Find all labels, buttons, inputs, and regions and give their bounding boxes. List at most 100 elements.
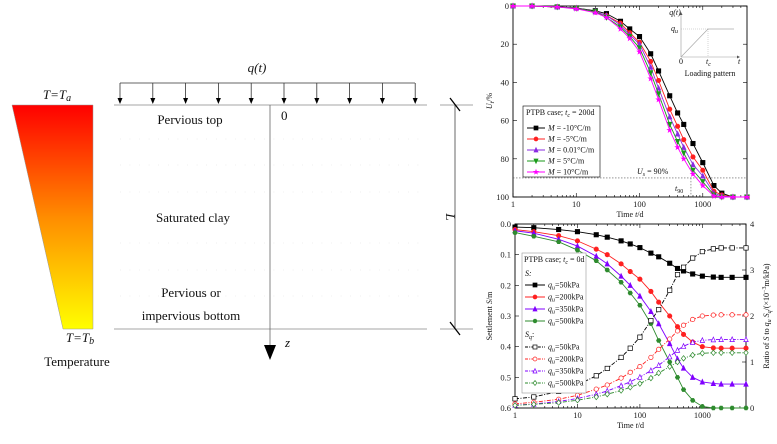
data-point	[655, 320, 662, 327]
data-point	[729, 349, 735, 357]
data-point	[656, 369, 662, 377]
data-point	[729, 380, 735, 387]
x-axis-title: Time t/d	[617, 421, 644, 430]
series-line	[514, 352, 746, 406]
data-point	[729, 274, 735, 280]
data-point	[711, 182, 717, 189]
schematic-diagram: q(t) T=Ta T=Tb Temperature Pervious top …	[11, 60, 473, 369]
data-point	[674, 272, 681, 278]
legend-item: M = -5°C/m	[527, 135, 588, 144]
data-point	[531, 234, 537, 239]
legend-item: qu=500kPa	[525, 379, 584, 390]
data-point	[637, 373, 643, 380]
data-point	[532, 344, 538, 350]
data-point	[656, 346, 662, 352]
y-tick-label: 0.3	[500, 311, 511, 321]
data-point	[618, 261, 624, 267]
data-point	[593, 258, 599, 264]
data-point	[636, 45, 643, 52]
data-point	[618, 354, 624, 360]
data-point	[656, 299, 662, 305]
legend-item: M = -10°C/m	[527, 124, 592, 133]
data-point	[680, 150, 687, 157]
legend: PTPB case; tc = 0dS:Sq:qu=50kPaqu=200kPa…	[521, 252, 587, 394]
y-tick-label: 0.5	[500, 372, 511, 382]
data-point	[743, 405, 749, 411]
data-point	[574, 396, 581, 404]
y-tick-label: 40	[501, 77, 510, 87]
data-point	[603, 14, 610, 21]
data-point	[666, 126, 673, 133]
data-point	[556, 239, 562, 245]
data-point	[674, 143, 681, 151]
y-axis-title: Ut/%	[485, 92, 496, 109]
data-point	[636, 34, 643, 40]
data-point	[648, 51, 654, 57]
data-point	[675, 123, 681, 129]
data-point	[690, 351, 696, 359]
data-point	[743, 193, 751, 200]
data-point	[618, 280, 624, 285]
y2-tick-label: 1	[750, 357, 754, 367]
x-tick-label: 10	[573, 410, 582, 420]
legend-box	[521, 252, 587, 394]
legend-label: qu=50kPa	[548, 343, 580, 354]
legend-item: qu=350kPa	[525, 367, 584, 378]
series-line	[514, 230, 746, 385]
data-point	[617, 25, 624, 32]
data-point	[532, 356, 538, 362]
legend-title: PTPB case; tc = 200d	[526, 108, 595, 119]
data-point	[680, 364, 687, 371]
series-line	[513, 5, 747, 198]
y-tick-label: 0.0	[500, 219, 511, 229]
data-point	[533, 146, 539, 153]
legend-label: M = 5°C/m	[547, 157, 585, 166]
x-axis-title: Time t/d	[616, 210, 643, 219]
data-point	[655, 91, 662, 98]
data-point	[680, 342, 687, 349]
data-point	[710, 345, 716, 351]
data-point	[627, 281, 633, 288]
data-point	[647, 75, 654, 82]
data-point	[700, 160, 706, 166]
data-point	[718, 312, 724, 318]
data-point	[648, 318, 654, 324]
data-point	[532, 282, 538, 288]
legend-label: qu=350kPa	[548, 367, 584, 378]
x-tick-label: 100	[633, 199, 646, 209]
data-point	[533, 125, 539, 131]
data-point	[710, 246, 716, 252]
data-point	[718, 245, 724, 251]
data-point	[656, 77, 662, 84]
data-point	[743, 245, 749, 251]
x-tick-label: 1000	[694, 199, 711, 209]
series-s-1	[512, 226, 749, 351]
data-point	[648, 250, 654, 256]
series-line	[514, 338, 746, 406]
data-point	[655, 84, 662, 91]
x-tick-label: 10	[572, 199, 581, 209]
y2-tick-label: 4	[750, 219, 755, 229]
data-point	[636, 48, 643, 55]
data-point	[593, 373, 599, 379]
data-point	[618, 375, 624, 381]
thickness-dimension: L	[440, 97, 473, 336]
data-point	[680, 143, 687, 150]
data-point	[627, 378, 633, 385]
legend-label: M = -5°C/m	[547, 135, 588, 144]
legend-title: PTPB case; tc = 0d	[524, 255, 585, 266]
data-point	[648, 354, 654, 360]
legend: PTPB case; tc = 200d M = -10°C/m M = -5°C/…	[522, 105, 601, 178]
data-point	[674, 130, 681, 137]
data-point	[647, 70, 654, 77]
legend-label: qu=500kPa	[548, 317, 584, 328]
z-axis-arrowhead	[264, 345, 276, 360]
data-point	[627, 345, 633, 351]
data-point	[699, 182, 707, 189]
legend-label: M = -10°C/m	[547, 124, 592, 133]
data-point	[699, 378, 706, 385]
load-arrowhead	[281, 98, 287, 104]
data-point	[710, 312, 716, 318]
legend-item: M = 0.01°C/m	[527, 146, 595, 155]
legend-label: qu=200kPa	[548, 293, 584, 304]
